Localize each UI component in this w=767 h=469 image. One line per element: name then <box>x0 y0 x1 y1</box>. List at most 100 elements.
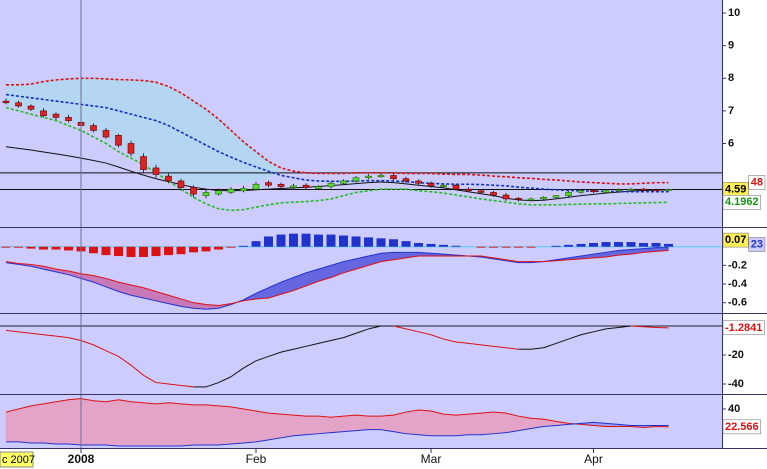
histogram-bar <box>276 234 286 247</box>
candle-body <box>202 192 210 196</box>
histogram-bar <box>664 243 673 247</box>
band-fill <box>330 415 344 433</box>
y-tick-label: 10 <box>728 7 740 19</box>
candle-body <box>102 130 110 138</box>
candle-body <box>502 194 510 200</box>
x-tick-label: 2008 <box>68 452 95 466</box>
value-tag-box <box>748 237 766 252</box>
candle-body <box>477 190 485 193</box>
histogram-bar <box>164 246 173 256</box>
histogram-bar <box>176 246 186 255</box>
oscillator-segment <box>205 382 219 388</box>
oscillator-segment <box>343 332 357 339</box>
histogram-bar <box>251 241 261 247</box>
band-fill <box>293 414 307 437</box>
histogram-bar <box>239 245 248 247</box>
oscillator-segment <box>618 325 632 328</box>
y-tick-label: 6 <box>728 137 734 149</box>
oscillator-segment <box>130 364 144 376</box>
band-fill <box>180 92 194 187</box>
value-tag-box <box>722 419 761 435</box>
candle-body <box>115 135 122 146</box>
histogram-bar <box>339 235 348 247</box>
band-fill <box>493 411 507 434</box>
oscillator-segment <box>118 356 132 366</box>
histogram-bar <box>289 233 298 247</box>
value-tag: -1.2841 <box>725 322 762 334</box>
candle-body <box>290 185 297 188</box>
oscillator-segment <box>468 342 482 346</box>
value-tag-box <box>748 175 766 190</box>
y-tick-label: -40 <box>728 378 744 390</box>
histogram-bar <box>326 234 336 247</box>
histogram-bar <box>26 246 36 249</box>
band-fill <box>30 403 44 444</box>
candle-body <box>252 183 260 190</box>
histogram-bar <box>576 243 586 247</box>
candle-body <box>552 195 560 198</box>
histogram-bar <box>201 246 211 252</box>
band-fill <box>168 86 182 183</box>
oscillator-segment <box>318 340 332 344</box>
indicator-line <box>6 421 669 447</box>
band-fill <box>368 415 382 430</box>
value-tag: 4.59 <box>725 183 746 195</box>
histogram-bar <box>364 237 373 247</box>
oscillator-segment <box>80 340 94 346</box>
band-fill <box>143 402 157 447</box>
oscillator-segment <box>180 384 194 388</box>
value-tag: 48 <box>751 177 763 189</box>
candle-body <box>615 189 622 192</box>
histogram-bar <box>39 246 48 250</box>
histogram-bar <box>151 246 161 257</box>
band-fill <box>480 411 494 435</box>
oscillator-segment <box>243 360 257 369</box>
candle-body <box>540 197 547 200</box>
band-fill <box>180 403 194 447</box>
candle-body <box>577 190 585 193</box>
y-tick-label: 8 <box>728 72 734 84</box>
oscillator-segment <box>280 348 294 353</box>
indicator-line <box>5 249 669 306</box>
histogram-bar <box>551 245 561 247</box>
indicator-line <box>6 77 669 185</box>
oscillator-segment <box>555 338 569 344</box>
band-fill <box>155 402 169 447</box>
histogram-bar <box>601 242 611 247</box>
candle-body <box>640 188 647 191</box>
band-fill <box>155 81 169 179</box>
oscillator-segment <box>293 345 307 350</box>
band-fill <box>55 399 69 445</box>
oscillator-segment <box>105 350 119 357</box>
oscillator-segment <box>455 341 469 344</box>
band-fill <box>393 411 407 434</box>
histogram-bar <box>426 243 436 247</box>
candle-body <box>215 190 222 195</box>
y-tick-label: -20 <box>728 349 744 361</box>
band-fill <box>268 161 282 179</box>
band-fill <box>168 402 182 447</box>
y-tick-label: 7 <box>728 105 734 117</box>
band-fill <box>93 400 107 446</box>
histogram-bar <box>414 242 423 247</box>
band-fill <box>230 406 244 445</box>
candle-body <box>177 180 185 188</box>
oscillator-segment <box>93 344 107 352</box>
histogram-bar <box>314 234 323 247</box>
histogram-bar <box>14 246 23 248</box>
oscillator-segment <box>493 345 507 349</box>
band-fill <box>355 414 369 431</box>
oscillator-segment <box>543 342 557 349</box>
candle-body <box>90 125 97 131</box>
histogram-bar <box>639 242 648 247</box>
candle-body <box>302 184 310 188</box>
oscillator-segment <box>18 331 32 334</box>
candle-body <box>65 117 72 121</box>
oscillator-segment <box>643 326 657 328</box>
oscillator-segment <box>143 374 157 383</box>
candle-body <box>265 182 272 186</box>
candle-body <box>427 182 435 187</box>
date-axis-background <box>0 449 767 469</box>
oscillator-segment <box>505 347 519 350</box>
y-tick-label: -0.6 <box>728 297 747 309</box>
